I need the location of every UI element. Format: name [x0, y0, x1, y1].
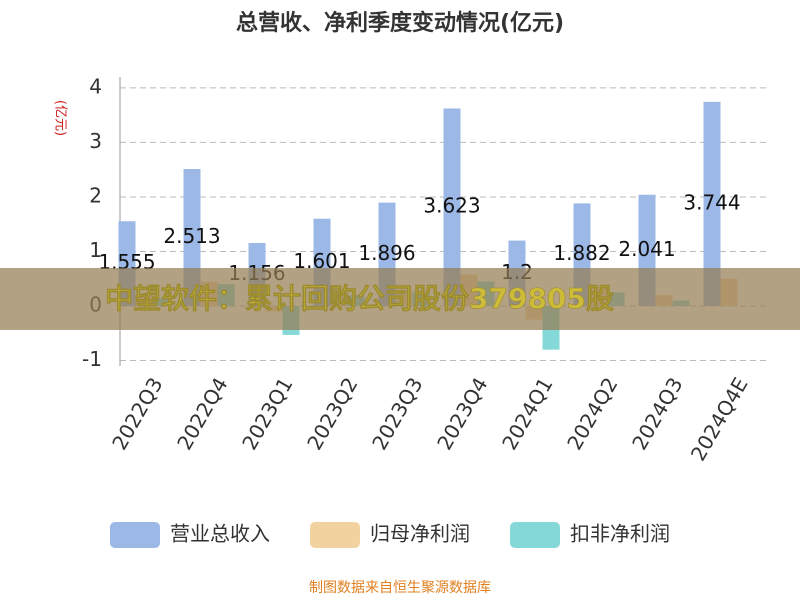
x-tick-label: 2024Q2 [562, 373, 622, 454]
y-tick-label: -1 [82, 347, 102, 371]
x-tick-label: 2023Q1 [237, 373, 297, 454]
x-tick-label: 2022Q4 [172, 373, 232, 454]
y-tick-label: 3 [89, 129, 102, 153]
x-tick-label: 2024Q4E [686, 373, 753, 465]
chart-title: 总营收、净利季度变动情况(亿元) [236, 10, 564, 36]
data-label: 2.041 [618, 237, 675, 261]
x-tick-label: 2023Q2 [302, 373, 362, 454]
legend-label: 营业总收入 [170, 522, 270, 546]
bar [703, 101, 721, 307]
bar [443, 108, 461, 307]
source-note: 制图数据来自恒生聚源数据库 [309, 580, 491, 596]
x-tick-label: 2024Q1 [497, 373, 557, 454]
y-axis-label: (亿元) [53, 100, 68, 136]
legend-swatch [310, 522, 360, 548]
data-label: 1.896 [358, 241, 415, 265]
banner-text: 中望软件：累计回购公司股份379805股 [105, 282, 614, 315]
legend-swatch [110, 522, 160, 548]
y-tick-label: 2 [89, 183, 102, 207]
x-tick-label: 2022Q3 [107, 373, 167, 454]
y-tick-label: 1 [89, 238, 102, 262]
legend-swatch [510, 522, 560, 548]
x-tick-label: 2023Q3 [367, 373, 427, 454]
data-label: 2.513 [163, 224, 220, 248]
legend-label: 扣非净利润 [570, 522, 670, 546]
y-tick-label: 4 [89, 74, 102, 98]
data-label: 3.623 [423, 194, 480, 218]
data-label: 1.882 [553, 241, 610, 265]
legend-label: 归母净利润 [370, 522, 470, 546]
data-label: 3.744 [683, 190, 740, 214]
x-tick-label: 2023Q4 [432, 373, 492, 454]
x-tick-label: 2024Q3 [627, 373, 687, 454]
banner-background [0, 268, 800, 330]
